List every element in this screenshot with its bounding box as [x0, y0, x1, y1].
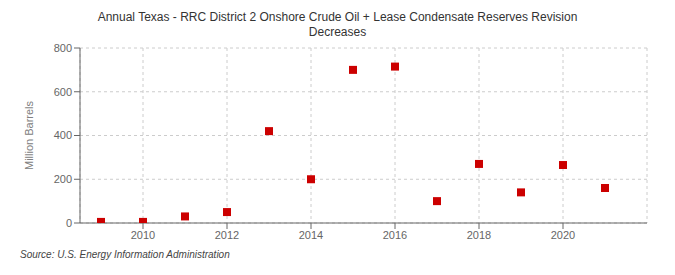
svg-text:2016: 2016	[383, 229, 407, 241]
svg-text:2020: 2020	[551, 229, 575, 241]
html-text:Annual Texas - RRC District 2: Annual Texas - RRC District 2 Onshore Cr…	[97, 10, 578, 24]
svg-text:2018: 2018	[467, 229, 491, 241]
svg-text:2014: 2014	[299, 229, 323, 241]
svg-text:2012: 2012	[215, 229, 239, 241]
svg-text:Million Barrels: Million Barrels	[23, 100, 35, 170]
html-text:Source: U.S. Energy Informatio: Source: U.S. Energy Information Administ…	[20, 249, 230, 260]
svg-text:600: 600	[54, 86, 72, 98]
svg-text:0: 0	[66, 217, 72, 229]
svg-text:2010: 2010	[131, 229, 155, 241]
svg-text:200: 200	[54, 173, 72, 185]
svg-text:800: 800	[54, 42, 72, 54]
svg-text:400: 400	[54, 129, 72, 141]
html-text:Decreases: Decreases	[308, 25, 367, 39]
